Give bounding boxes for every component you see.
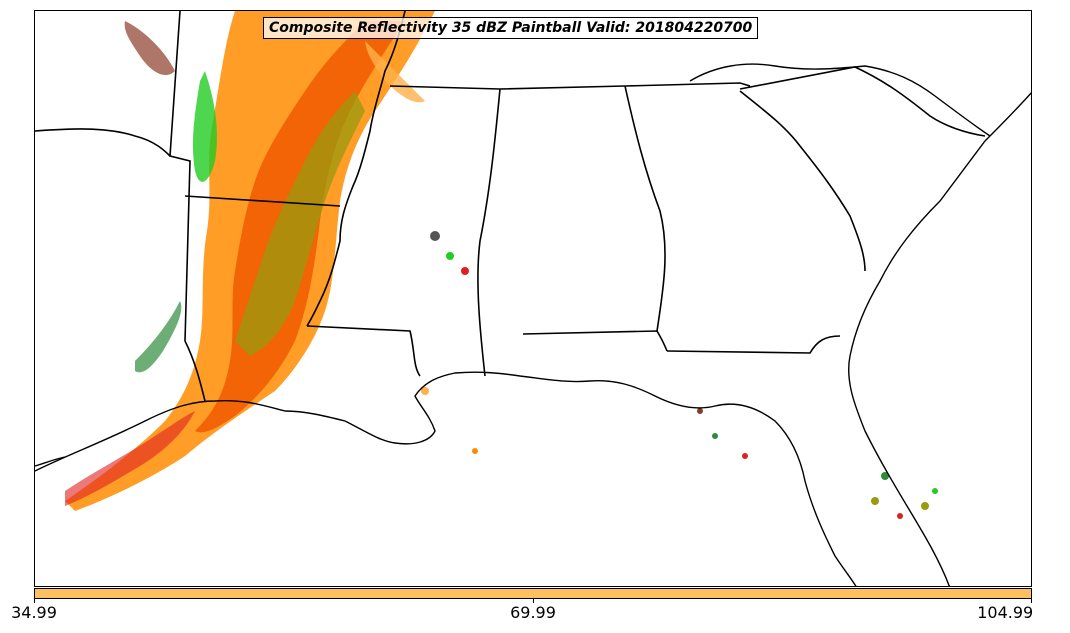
echo-cell bbox=[742, 453, 748, 459]
state-border-north-carolina-sc bbox=[739, 66, 986, 137]
colorbar-tick-label-min: 34.99 bbox=[11, 603, 57, 622]
echo-northwest-brown bbox=[124, 21, 175, 76]
echo-cell bbox=[712, 433, 718, 439]
colorbar-tick-mark bbox=[533, 599, 534, 603]
echo-cell bbox=[697, 408, 703, 414]
state-border-tennessee-south bbox=[389, 85, 626, 90]
state-border-alabama-florida bbox=[522, 330, 668, 352]
state-border-mississippi-alabama bbox=[477, 88, 501, 377]
echo-west-green bbox=[192, 71, 217, 182]
state-border-arkansas-north bbox=[35, 128, 171, 157]
state-border-mississippi-river bbox=[306, 11, 406, 327]
state-border-oklahoma-arkansas bbox=[169, 11, 206, 402]
echo-cell bbox=[461, 267, 469, 275]
radar-echoes bbox=[65, 11, 938, 519]
state-border-alabama-georgia bbox=[624, 85, 666, 332]
echo-cell bbox=[430, 231, 440, 241]
state-border-georgia-north bbox=[624, 82, 751, 87]
radar-map: Composite Reflectivity 35 dBZ Paintball … bbox=[34, 10, 1032, 587]
echo-olive-band bbox=[235, 91, 365, 356]
echo-cell bbox=[472, 448, 478, 454]
echo-southwest-tail bbox=[65, 411, 195, 506]
atlantic-coast-north bbox=[689, 63, 991, 137]
colorbar bbox=[34, 588, 1032, 599]
echo-cell bbox=[871, 497, 879, 505]
florida-east-coast bbox=[848, 92, 1031, 586]
state-border-georgia-florida bbox=[666, 335, 841, 354]
echo-trailing-green bbox=[135, 301, 182, 373]
state-border-louisiana-mississippi bbox=[306, 325, 421, 377]
map-boundaries bbox=[35, 63, 1031, 586]
echo-cell bbox=[932, 488, 938, 494]
echo-cell bbox=[421, 387, 429, 395]
map-title: Composite Reflectivity 35 dBZ Paintball … bbox=[263, 17, 759, 39]
state-border-arkansas-louisiana bbox=[184, 195, 341, 207]
map-canvas bbox=[35, 11, 1031, 586]
echo-cell bbox=[921, 502, 929, 510]
echo-cell bbox=[897, 513, 903, 519]
colorbar-tick-mark bbox=[1031, 599, 1032, 603]
state-border-georgia-south-carolina bbox=[739, 90, 866, 272]
colorbar-tick-label-max: 104.99 bbox=[977, 603, 1034, 622]
echo-cell bbox=[446, 252, 454, 260]
gulf-coastline bbox=[35, 371, 857, 586]
colorbar-tick-mark bbox=[34, 599, 35, 603]
texas-coast bbox=[35, 456, 66, 467]
state-borders bbox=[35, 11, 986, 402]
colorbar-tick-label-mid: 69.99 bbox=[510, 603, 556, 622]
echo-cell bbox=[881, 472, 889, 480]
